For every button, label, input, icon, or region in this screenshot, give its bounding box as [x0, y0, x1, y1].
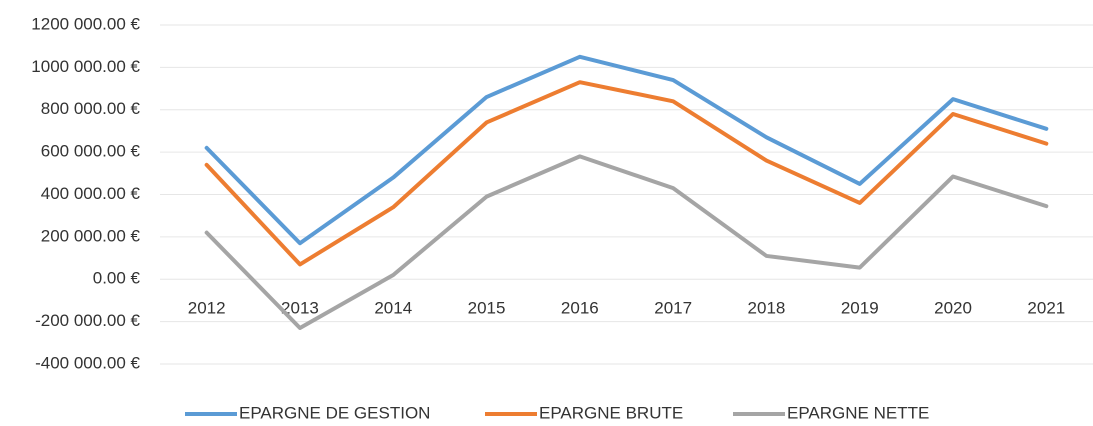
- x-tick-label: 2012: [188, 299, 226, 318]
- y-tick-label: 0.00 €: [93, 269, 141, 288]
- series-line: [204, 54, 1049, 246]
- y-tick-label: 200 000.00 €: [41, 226, 141, 245]
- legend-label: EPARGNE DE GESTION: [239, 403, 430, 422]
- y-tick-label: 1200 000.00 €: [31, 14, 140, 33]
- x-tick-label: 2013: [281, 299, 319, 318]
- y-tick-label: 400 000.00 €: [41, 184, 141, 203]
- legend-label: EPARGNE BRUTE: [539, 403, 683, 422]
- x-tick-label: 2017: [654, 299, 692, 318]
- x-tick-label: 2015: [468, 299, 506, 318]
- y-tick-label: -400 000.00 €: [35, 353, 140, 372]
- y-tick-label: -200 000.00 €: [35, 311, 140, 330]
- series-line: [204, 80, 1049, 267]
- x-tick-label: 2021: [1027, 299, 1065, 318]
- series-line: [204, 154, 1049, 330]
- x-tick-label: 2014: [374, 299, 412, 318]
- y-tick-label: 800 000.00 €: [41, 99, 141, 118]
- x-tick-label: 2020: [934, 299, 972, 318]
- legend-label: EPARGNE NETTE: [787, 403, 929, 422]
- x-tick-label: 2016: [561, 299, 599, 318]
- x-tick-label: 2019: [841, 299, 879, 318]
- y-tick-label: 1000 000.00 €: [31, 57, 140, 76]
- x-tick-label: 2018: [748, 299, 786, 318]
- y-tick-label: 600 000.00 €: [41, 142, 141, 161]
